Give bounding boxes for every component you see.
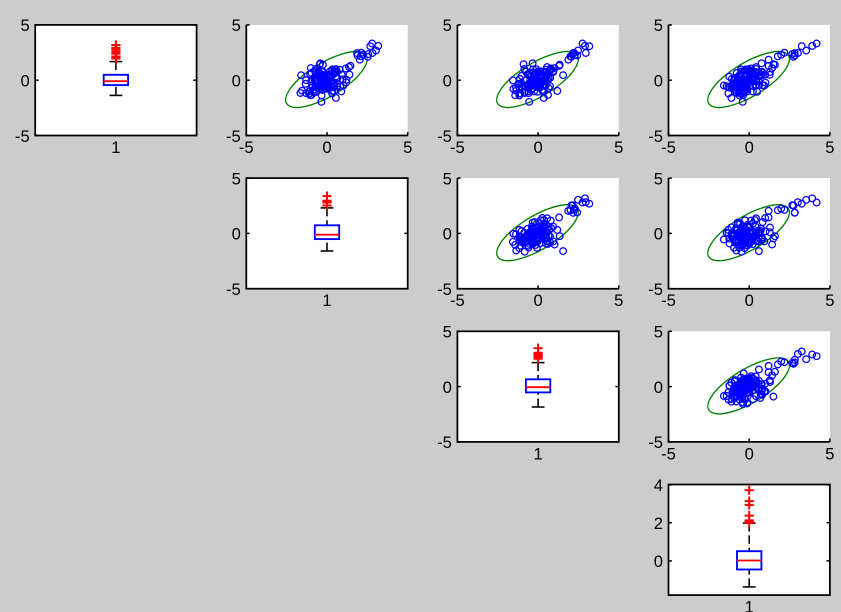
svg-text:2: 2 <box>654 514 663 533</box>
svg-text:-5: -5 <box>661 138 676 157</box>
svg-text:-5: -5 <box>648 280 663 299</box>
svg-text:1: 1 <box>533 444 542 463</box>
svg-text:0: 0 <box>745 444 754 463</box>
svg-text:0: 0 <box>443 72 452 91</box>
svg-text:-5: -5 <box>437 280 452 299</box>
svg-text:0: 0 <box>232 225 241 244</box>
svg-text:0: 0 <box>533 138 542 157</box>
svg-text:5: 5 <box>443 16 452 35</box>
svg-text:5: 5 <box>614 138 623 157</box>
svg-text:0: 0 <box>654 72 663 91</box>
svg-text:-5: -5 <box>661 291 676 310</box>
svg-text:-5: -5 <box>437 127 452 146</box>
svg-text:1: 1 <box>745 598 754 612</box>
svg-text:-5: -5 <box>450 291 465 310</box>
svg-text:0: 0 <box>20 72 29 91</box>
svg-text:5: 5 <box>825 291 834 310</box>
svg-text:0: 0 <box>322 138 331 157</box>
svg-text:4: 4 <box>654 476 663 495</box>
svg-text:5: 5 <box>825 444 834 463</box>
svg-text:0: 0 <box>745 138 754 157</box>
svg-text:1: 1 <box>322 291 331 310</box>
svg-text:-5: -5 <box>661 444 676 463</box>
svg-text:5: 5 <box>443 323 452 342</box>
svg-text:0: 0 <box>745 291 754 310</box>
svg-text:1: 1 <box>111 138 120 157</box>
svg-text:5: 5 <box>20 16 29 35</box>
svg-text:-5: -5 <box>226 127 241 146</box>
svg-text:-5: -5 <box>450 138 465 157</box>
svg-text:5: 5 <box>825 138 834 157</box>
svg-text:0: 0 <box>232 72 241 91</box>
svg-text:-5: -5 <box>648 127 663 146</box>
svg-text:5: 5 <box>232 16 241 35</box>
svg-text:0: 0 <box>654 225 663 244</box>
svg-text:-5: -5 <box>648 433 663 452</box>
svg-text:5: 5 <box>654 169 663 188</box>
svg-text:0: 0 <box>654 552 663 571</box>
svg-text:-5: -5 <box>15 127 30 146</box>
svg-text:0: 0 <box>654 378 663 397</box>
svg-text:0: 0 <box>533 291 542 310</box>
svg-text:5: 5 <box>403 138 412 157</box>
svg-text:0: 0 <box>443 225 452 244</box>
svg-text:5: 5 <box>232 169 241 188</box>
svg-text:5: 5 <box>443 169 452 188</box>
svg-text:5: 5 <box>654 323 663 342</box>
svg-text:5: 5 <box>654 16 663 35</box>
svg-text:5: 5 <box>614 291 623 310</box>
svg-text:-5: -5 <box>226 280 241 299</box>
svg-text:0: 0 <box>443 378 452 397</box>
svg-text:-5: -5 <box>239 138 254 157</box>
svg-text:-5: -5 <box>437 433 452 452</box>
